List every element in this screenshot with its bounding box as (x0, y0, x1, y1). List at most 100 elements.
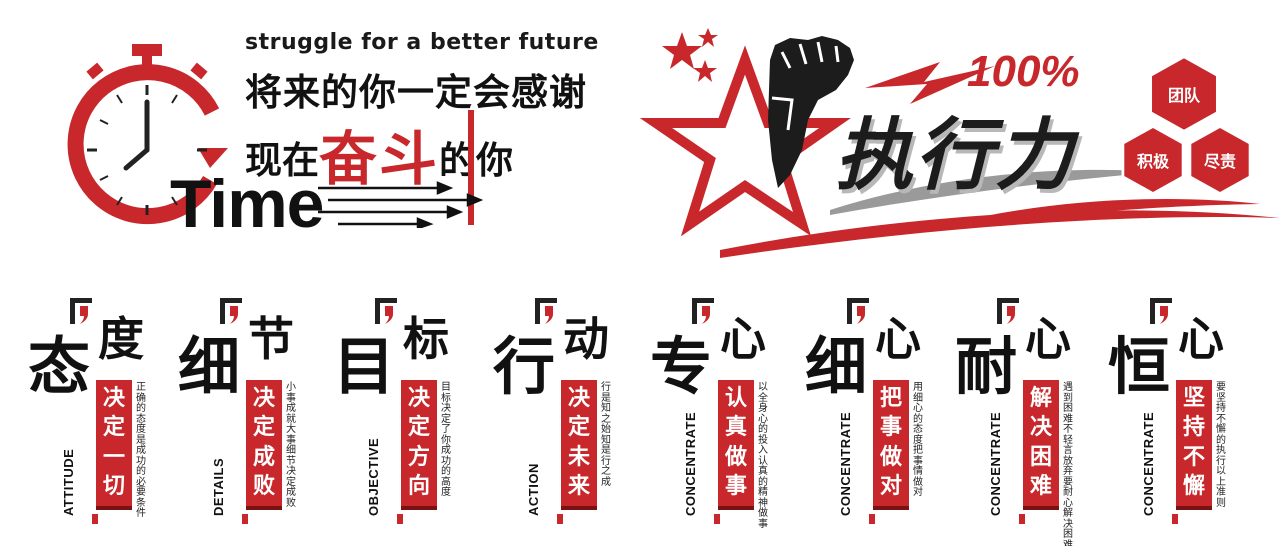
fist-icon (768, 36, 854, 188)
slogan-line-1: 将来的你一定会感谢 (245, 71, 587, 114)
panel-red-char: 定 (102, 415, 125, 441)
panel-english: ATTITUDE (61, 448, 76, 516)
hex-label: 团队 (1167, 86, 1200, 105)
panel-char-main: 专 (650, 330, 713, 403)
panel-red-char: 事 (879, 415, 902, 441)
panel-red-char: 解 (1029, 385, 1052, 411)
panel-char-main: 恒 (1108, 330, 1171, 403)
hex-badge-positive: 积极 (1118, 125, 1188, 195)
panel-description: 正确的态度是成功的必要条件 (136, 382, 146, 519)
red-swoosh (940, 199, 1260, 230)
value-panel: 细心 CONCENTRATE 把事做对用细心的态度把事情做对 (805, 288, 957, 538)
panel-red-bar: 认真做事 (718, 380, 754, 510)
panel-description: 行是知之始知是行之成 (601, 382, 611, 488)
time-word: Time (170, 166, 324, 242)
panel-red-char: 一 (102, 444, 125, 470)
panel-char-main: 行 (493, 330, 556, 403)
panel-foot-mark (869, 514, 875, 524)
percent-label: 100% (967, 47, 1080, 96)
quote-mark-icon (1150, 298, 1172, 324)
panel-red-char: 决 (1029, 415, 1052, 441)
value-panel: 目标 OBJECTIVE 决定方向目标决定了你成功的高度 (333, 288, 485, 538)
value-panel: 耐心 CONCENTRATE 解决困难遇到困难不轻言放弃要耐心解决困难 (955, 288, 1107, 546)
panel-char-second: 心 (720, 312, 766, 366)
quote-mark-icon (535, 298, 557, 324)
panel-red-bar: 坚持不懈 (1176, 380, 1212, 510)
panel-red-char: 向 (407, 474, 430, 500)
panel-description: 用细心的态度把事情做对 (913, 382, 923, 498)
panel-english: CONCENTRATE (683, 411, 698, 516)
panel-red-char: 切 (102, 474, 125, 500)
panel-red-char: 来 (567, 474, 590, 500)
panel-foot-mark (92, 514, 98, 524)
hex-badge-team: 团队 (1145, 55, 1223, 133)
panel-foot-mark (1172, 514, 1178, 524)
panel-char-main: 态 (28, 330, 91, 403)
small-star-icon (698, 28, 718, 47)
panel-red-char: 败 (252, 474, 275, 500)
panel-red-char: 定 (252, 415, 275, 441)
motto-banner-left: struggle for a better future 将来的你一定会感谢 现… (0, 0, 640, 270)
quote-mark-icon (220, 298, 242, 324)
panel-red-char: 懈 (1182, 474, 1205, 500)
hex-label: 尽责 (1203, 152, 1236, 171)
slogan-english: struggle for a better future (245, 30, 599, 55)
small-star-icon (662, 32, 702, 69)
slogan-line-2: 现在奋斗的你 (245, 112, 513, 196)
execution-graphic (640, 28, 1280, 258)
panel-description: 遇到困难不轻言放弃要耐心解决困难 (1063, 382, 1073, 546)
hex-badge-responsible: 尽责 (1185, 125, 1255, 195)
panel-red-char: 事 (724, 474, 747, 500)
panel-char-main: 目 (333, 330, 396, 403)
panel-description: 以全身心的投入认真的精神做事 (758, 382, 768, 530)
panel-foot-mark (242, 514, 248, 524)
panel-description: 目标决定了你成功的高度 (441, 382, 451, 498)
panel-red-char: 把 (879, 385, 902, 411)
panel-red-char: 未 (567, 444, 590, 470)
value-panel: 恒心 CONCENTRATE 坚持不懈要坚持不懈的执行以上准则 (1108, 288, 1260, 538)
panel-english: OBJECTIVE (366, 437, 381, 516)
panel-english: ACTION (526, 463, 541, 516)
quote-mark-icon (692, 298, 714, 324)
speed-arrows-icon (318, 181, 484, 228)
execution-title: 执行力 (835, 111, 1076, 201)
panel-red-char: 决 (102, 385, 125, 411)
panel-foot-mark (557, 514, 563, 524)
panel-red-char: 方 (407, 444, 430, 470)
panel-red-char: 对 (879, 474, 902, 500)
panel-red-char: 不 (1182, 444, 1205, 470)
panel-english: DETAILS (211, 457, 226, 516)
value-panel: 专心 CONCENTRATE 认真做事以全身心的投入认真的精神做事 (650, 288, 802, 538)
slogan-line-2-before: 现在 (245, 139, 319, 182)
panel-red-char: 认 (724, 385, 747, 411)
value-panel: 行动 ACTION 决定未来行是知之始知是行之成 (493, 288, 645, 538)
lightning-icon (865, 62, 995, 104)
panel-char-second: 标 (403, 312, 449, 366)
panel-description: 要坚持不懈的执行以上准则 (1216, 382, 1226, 509)
stopwatch-icon (67, 44, 228, 225)
panel-red-char: 做 (724, 444, 747, 470)
panel-red-bar: 决定未来 (561, 380, 597, 510)
panel-red-char: 难 (1029, 474, 1052, 500)
panel-red-char: 定 (407, 415, 430, 441)
panel-char-main: 细 (805, 330, 868, 403)
panel-red-char: 真 (724, 415, 747, 441)
panel-red-bar: 把事做对 (873, 380, 909, 510)
panel-english: CONCENTRATE (1141, 411, 1156, 516)
highlight-stroke-line (468, 110, 474, 225)
panel-char-second: 度 (98, 312, 144, 366)
panel-char-second: 心 (875, 312, 921, 366)
panel-english: CONCENTRATE (838, 411, 853, 516)
panel-char-second: 心 (1025, 312, 1071, 366)
panel-red-char: 决 (252, 385, 275, 411)
value-panel: 态度 ATTITUDE 决定一切正确的态度是成功的必要条件 (28, 288, 180, 538)
panel-foot-mark (714, 514, 720, 524)
panel-red-char: 成 (252, 444, 275, 470)
panel-char-main: 细 (178, 330, 241, 403)
quote-mark-icon (70, 298, 92, 324)
panel-description: 小事成就大事细节决定成败 (286, 382, 296, 509)
panel-char-second: 动 (563, 312, 609, 366)
execution-banner: 100% 执行力 团队 积极 尽责 (640, 0, 1280, 270)
quote-mark-icon (997, 298, 1019, 324)
panel-red-bar: 决定一切 (96, 380, 132, 510)
